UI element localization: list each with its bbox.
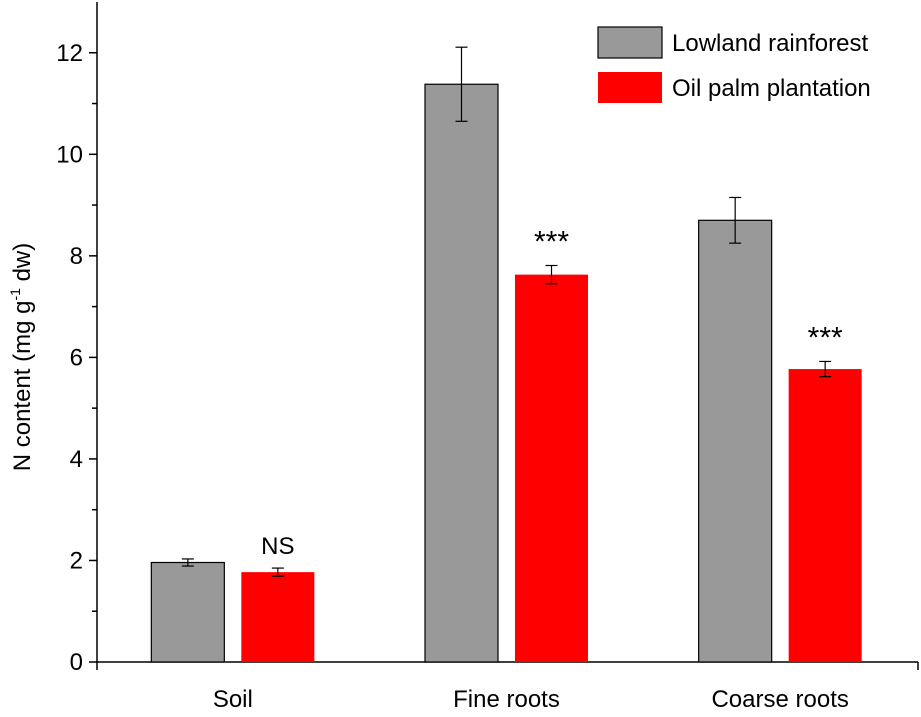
- y-tick-label: 12: [56, 40, 83, 67]
- legend-label: Oil palm plantation: [672, 75, 871, 102]
- bar: [424, 83, 499, 663]
- y-tick-label: 8: [70, 243, 83, 270]
- bar: [698, 219, 773, 663]
- y-tick-label: 2: [70, 547, 83, 574]
- legend-swatch: [598, 72, 662, 103]
- x-tick-label: Coarse roots: [711, 686, 848, 712]
- y-label-text: N content (mg g: [9, 301, 36, 472]
- bar: [515, 274, 588, 662]
- y-tick-label: 4: [70, 446, 83, 473]
- significance-label: NS: [261, 533, 294, 560]
- bar: [150, 561, 225, 663]
- y-tick-label: 6: [70, 344, 83, 371]
- x-tick-label: Fine roots: [453, 686, 560, 712]
- y-tick-label: 0: [70, 649, 83, 676]
- legend-swatch: [597, 26, 663, 59]
- y-tick-label: 10: [56, 141, 83, 168]
- y-label-suffix: dw): [9, 243, 36, 288]
- significance-label: ***: [534, 225, 569, 258]
- legend-label: Lowland rainforest: [672, 30, 868, 57]
- bar: [788, 369, 862, 662]
- significance-label: ***: [808, 321, 843, 354]
- x-tick-label: Soil: [213, 686, 253, 712]
- bar: [241, 572, 315, 662]
- y-label-superscript: -1: [7, 288, 23, 301]
- y-axis-label: N content (mg g-1 dw): [7, 243, 36, 472]
